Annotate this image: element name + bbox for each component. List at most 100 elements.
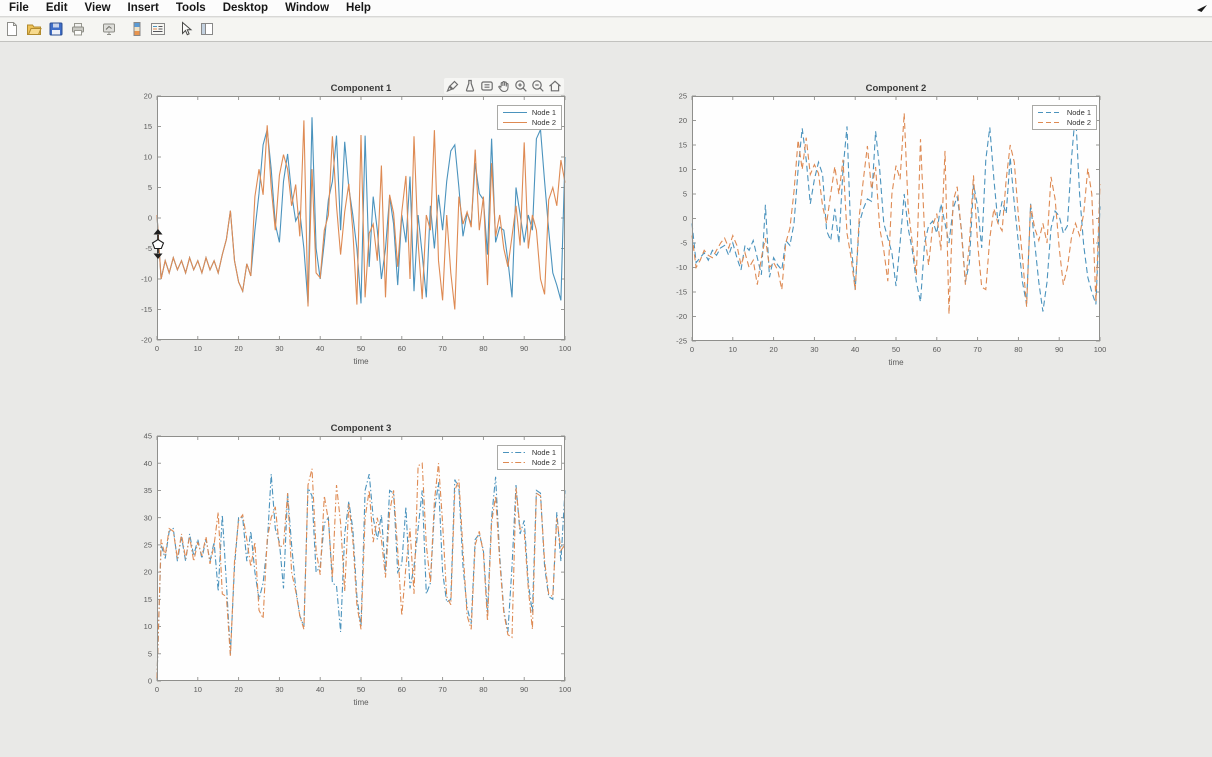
svg-text:0: 0 (155, 685, 159, 694)
legend[interactable]: Node 1 Node 2 (496, 445, 562, 470)
menu-desktop[interactable]: Desktop (222, 2, 269, 14)
legend-label: Node 1 (1066, 108, 1091, 117)
svg-text:0: 0 (155, 344, 159, 353)
svg-text:-20: -20 (676, 312, 687, 321)
legend-line-sample (502, 121, 527, 124)
svg-text:60: 60 (398, 685, 406, 694)
figure-canvas: Component 1 0 10 20 30 40 50 60 70 80 90 100 -20 -15… (0, 42, 1212, 757)
svg-text:-15: -15 (141, 305, 152, 314)
svg-text:35: 35 (144, 486, 152, 495)
menu-file[interactable]: File (9, 2, 29, 14)
svg-text:30: 30 (275, 685, 283, 694)
svg-text:70: 70 (973, 345, 981, 354)
svg-text:-15: -15 (676, 288, 687, 297)
svg-text:10: 10 (144, 153, 152, 162)
svg-text:80: 80 (1014, 345, 1022, 354)
svg-text:80: 80 (479, 344, 487, 353)
x-axis-label: time (888, 358, 904, 367)
menu-insert[interactable]: Insert (127, 2, 159, 14)
chart-title: Component 1 (330, 83, 392, 94)
svg-text:30: 30 (144, 513, 152, 522)
menu-edit[interactable]: Edit (45, 2, 68, 14)
svg-text:5: 5 (148, 183, 152, 192)
svg-text:15: 15 (144, 122, 152, 131)
x-axis-label: time (353, 698, 369, 707)
svg-text:20: 20 (679, 116, 687, 125)
svg-text:40: 40 (851, 345, 859, 354)
new-figure-icon[interactable] (4, 21, 20, 37)
menu-view[interactable]: View (84, 2, 111, 14)
legend-line-sample (1037, 111, 1062, 114)
svg-text:45: 45 (144, 432, 152, 441)
legend-label: Node 1 (531, 108, 556, 117)
svg-text:50: 50 (892, 345, 900, 354)
menu-bar: File Edit View Insert Tools Desktop Wind… (0, 0, 1212, 17)
plot-area[interactable]: 0 10 20 30 40 50 60 70 80 90 100 0 5 10 15 20 25 30 35 40 45 (144, 432, 572, 694)
save-figure-icon[interactable] (48, 21, 64, 37)
svg-text:50: 50 (357, 344, 365, 353)
restore-view-icon[interactable] (547, 78, 563, 94)
svg-text:20: 20 (769, 345, 777, 354)
menu-window[interactable]: Window (285, 2, 330, 14)
svg-text:0: 0 (690, 345, 694, 354)
svg-text:10: 10 (729, 345, 737, 354)
svg-text:15: 15 (679, 141, 687, 150)
chart-title: Component 2 (865, 83, 927, 94)
insert-legend-icon[interactable] (150, 21, 166, 37)
legend[interactable]: Node 1 Node 2 (1031, 105, 1097, 130)
svg-text:70: 70 (438, 685, 446, 694)
svg-text:10: 10 (144, 622, 152, 631)
svg-text:-10: -10 (676, 263, 687, 272)
vertical-drag-cursor-icon (147, 228, 169, 265)
figure-toolbar (0, 18, 1212, 42)
chart-title: Component 3 (330, 423, 392, 434)
legend[interactable]: Node 1 Node 2 (496, 105, 562, 130)
svg-text:40: 40 (316, 344, 324, 353)
legend-label: Node 2 (531, 118, 556, 127)
svg-text:20: 20 (234, 685, 242, 694)
svg-text:-10: -10 (141, 275, 152, 284)
svg-text:100: 100 (559, 344, 572, 353)
svg-text:40: 40 (144, 459, 152, 468)
svg-text:100: 100 (559, 685, 572, 694)
menu-help[interactable]: Help (346, 2, 371, 14)
open-file-icon[interactable] (26, 21, 42, 37)
export-icon[interactable] (479, 78, 495, 94)
svg-text:30: 30 (275, 344, 283, 353)
menu-tools[interactable]: Tools (175, 2, 206, 14)
legend-line-sample (502, 111, 527, 114)
zoom-out-icon[interactable] (530, 78, 546, 94)
link-plot-icon[interactable] (101, 21, 117, 37)
plot-area[interactable]: 0 10 20 30 40 50 60 70 80 90 100 -20 -15 -10 -5 0 5 10 15 2… (141, 92, 571, 353)
svg-text:25: 25 (144, 540, 152, 549)
svg-text:20: 20 (144, 568, 152, 577)
svg-text:-5: -5 (145, 244, 152, 253)
svg-text:100: 100 (1094, 345, 1107, 354)
pan-icon[interactable] (496, 78, 512, 94)
property-inspector-icon[interactable] (199, 21, 215, 37)
legend-line-sample (502, 451, 527, 454)
edit-plot-icon[interactable] (177, 21, 193, 37)
svg-text:10: 10 (194, 344, 202, 353)
svg-text:90: 90 (1055, 345, 1063, 354)
legend-line-sample (502, 461, 527, 464)
x-axis-label: time (353, 357, 369, 366)
svg-text:25: 25 (679, 92, 687, 101)
brush-icon[interactable] (445, 78, 461, 94)
print-figure-icon[interactable] (70, 21, 86, 37)
svg-text:0: 0 (148, 214, 152, 223)
plot-area[interactable]: 0 10 20 30 40 50 60 70 80 90 100 -25 -20 -15 -10 -5 0 5 10… (676, 92, 1106, 354)
svg-text:10: 10 (679, 165, 687, 174)
datatip-icon[interactable] (462, 78, 478, 94)
svg-text:20: 20 (144, 92, 152, 101)
svg-text:60: 60 (933, 345, 941, 354)
svg-text:90: 90 (520, 685, 528, 694)
svg-text:70: 70 (438, 344, 446, 353)
zoom-in-icon[interactable] (513, 78, 529, 94)
svg-text:-5: -5 (680, 239, 687, 248)
svg-text:-25: -25 (676, 337, 687, 346)
svg-text:30: 30 (810, 345, 818, 354)
insert-colorbar-icon[interactable] (129, 21, 145, 37)
svg-text:60: 60 (398, 344, 406, 353)
axes-toolbar (444, 78, 564, 94)
